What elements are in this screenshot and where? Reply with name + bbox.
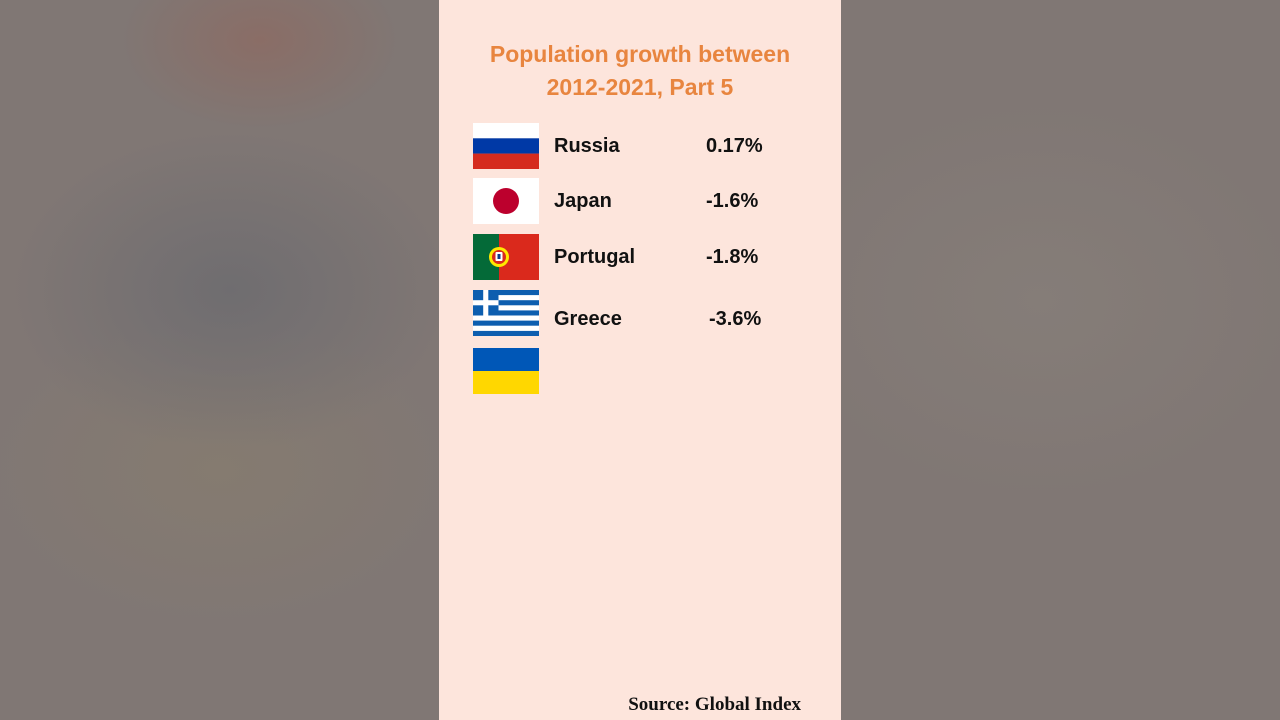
page-title: Population growth between 2012-2021, Par… [439, 38, 841, 104]
list-item: Japan -1.6% [473, 178, 833, 224]
country-name: Portugal [554, 246, 636, 268]
portugal-flag-icon [473, 234, 539, 280]
list-item: Russia 0.17% [473, 123, 833, 169]
country-name: Japan [554, 190, 612, 212]
list-item: Portugal -1.8% [473, 234, 833, 280]
country-name: Greece [554, 308, 622, 330]
title-line-1: Population growth between [489, 41, 791, 67]
growth-value: -1.6% [706, 190, 759, 212]
list-item: Greece -3.6% [473, 290, 833, 336]
list-item [473, 348, 833, 394]
country-name: Russia [554, 135, 620, 157]
ukraine-flag-icon [473, 348, 539, 394]
growth-value: 0.17% [706, 135, 763, 157]
source-credit: Source: Global Index [628, 694, 801, 715]
russia-flag-icon [473, 123, 539, 169]
greece-flag-icon [473, 290, 539, 336]
growth-value: -1.8% [706, 246, 759, 268]
growth-value: -3.6% [709, 308, 762, 330]
japan-flag-icon [473, 178, 539, 224]
title-line-2: 2012-2021, Part 5 [546, 74, 734, 100]
content-panel: Population growth between 2012-2021, Par… [439, 0, 841, 720]
